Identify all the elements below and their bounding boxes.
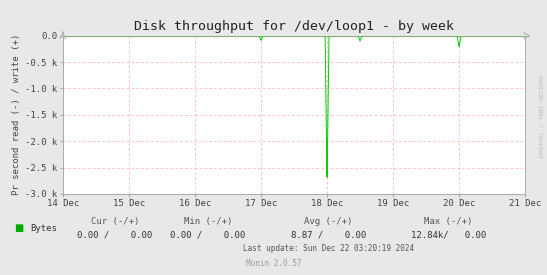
Title: Disk throughput for /dev/loop1 - by week: Disk throughput for /dev/loop1 - by week xyxy=(134,20,454,33)
Y-axis label: Pr second read (-) / write (+): Pr second read (-) / write (+) xyxy=(12,34,21,196)
Text: Last update: Sun Dec 22 03:20:19 2024: Last update: Sun Dec 22 03:20:19 2024 xyxy=(243,244,414,253)
Text: Cur (-/+): Cur (-/+) xyxy=(91,217,139,226)
Text: Munin 2.0.57: Munin 2.0.57 xyxy=(246,259,301,268)
Text: RRDTOOL / TOBI OETIKER: RRDTOOL / TOBI OETIKER xyxy=(539,74,544,157)
Text: 0.00 /    0.00: 0.00 / 0.00 xyxy=(170,231,246,240)
Text: Bytes: Bytes xyxy=(30,224,57,233)
Text: 0.00 /    0.00: 0.00 / 0.00 xyxy=(77,231,153,240)
Text: 8.87 /    0.00: 8.87 / 0.00 xyxy=(290,231,366,240)
Text: Avg (-/+): Avg (-/+) xyxy=(304,217,352,226)
Text: 12.84k/   0.00: 12.84k/ 0.00 xyxy=(411,231,486,240)
Text: Max (-/+): Max (-/+) xyxy=(424,217,473,226)
Text: ■: ■ xyxy=(14,223,23,233)
Text: Min (-/+): Min (-/+) xyxy=(184,217,232,226)
